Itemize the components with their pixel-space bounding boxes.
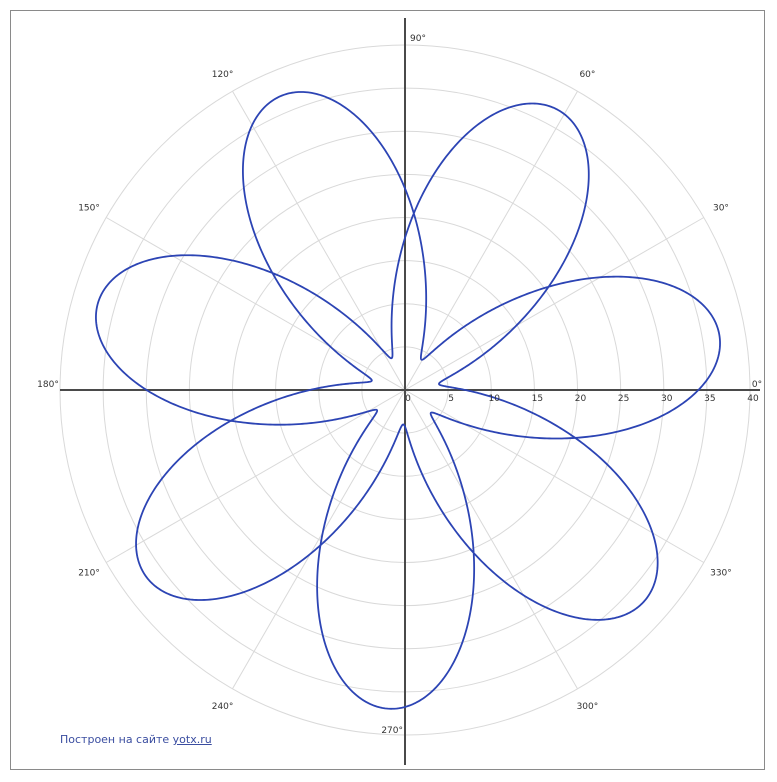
angle-tick-label: 330° [710, 568, 732, 578]
angle-tick-label: 120° [212, 70, 234, 80]
footer-text: Построен на сайте [60, 733, 170, 746]
radius-tick-label: 25 [618, 394, 629, 404]
angle-tick-label: 90° [410, 34, 426, 44]
grid-spoke [232, 90, 406, 391]
angle-tick-label: 240° [212, 702, 234, 712]
radius-tick-label: 35 [704, 394, 715, 404]
main-axes [60, 18, 760, 765]
grid-spoke [105, 217, 406, 391]
series-curve [95, 91, 721, 710]
radius-tick-label: 20 [575, 394, 587, 404]
angle-tick-label: 150° [78, 204, 100, 214]
angular-gridlines [105, 90, 705, 690]
footer-credit: Построен на сайте yotx.ru [60, 733, 212, 746]
radius-tick-label: 40 [747, 394, 759, 404]
angle-tick-label: 270° [381, 726, 403, 736]
grid-spoke [232, 389, 406, 690]
angle-tick-label: 30° [713, 204, 729, 214]
grid-spoke [404, 217, 705, 391]
radius-tick-label: 0 [405, 394, 411, 404]
radius-tick-labels: 0 5 10 15 20 25 30 35 40 [405, 394, 759, 404]
radius-tick-label: 30 [661, 394, 673, 404]
angle-tick-label: 0° [752, 380, 762, 390]
grid-spoke [404, 389, 705, 563]
angle-tick-label: 60° [579, 70, 595, 80]
series-layer [95, 91, 721, 710]
grid-spoke [404, 389, 578, 690]
grid-spoke [105, 389, 406, 563]
angle-tick-label: 300° [577, 702, 599, 712]
radius-tick-label: 5 [448, 394, 454, 404]
angle-tick-label: 210° [78, 568, 100, 578]
angle-tick-label: 180° [37, 380, 59, 390]
footer-link[interactable]: yotx.ru [172, 733, 212, 746]
radius-tick-label: 10 [489, 394, 501, 404]
radius-tick-label: 15 [532, 394, 543, 404]
grid-spoke [404, 90, 578, 391]
angle-tick-labels: 0° 30° 60° 90° 120° 150° 180° 210° 240° 270° 300° 3… [37, 34, 762, 736]
